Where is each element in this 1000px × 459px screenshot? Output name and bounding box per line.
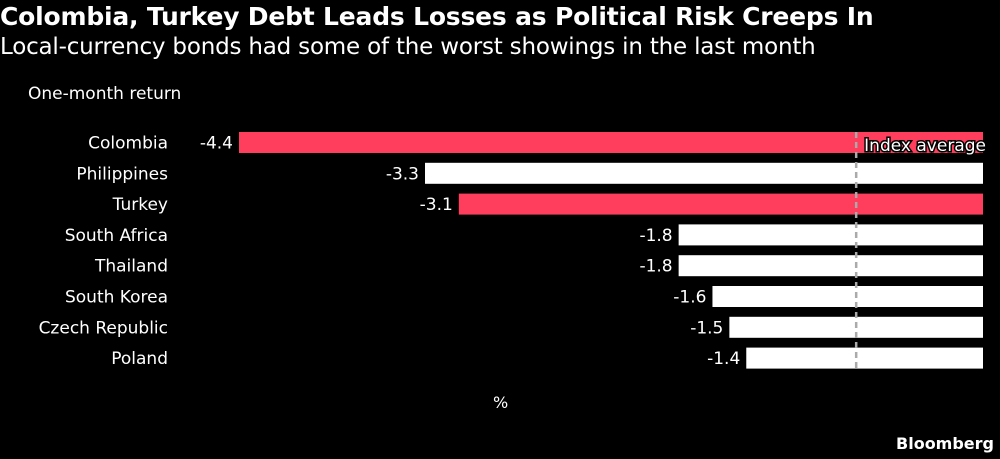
data-label: -4.4 xyxy=(200,134,233,154)
data-label: -1.8 xyxy=(639,257,672,277)
data-label: -3.1 xyxy=(420,195,453,215)
category-label: Turkey xyxy=(112,195,168,215)
data-label: -1.6 xyxy=(673,288,706,308)
chart-title: Colombia, Turkey Debt Leads Losses as Po… xyxy=(0,2,874,31)
bar xyxy=(678,224,983,246)
category-label: Czech Republic xyxy=(39,318,168,338)
chart-subtitle: Local-currency bonds had some of the wor… xyxy=(0,34,816,60)
bar xyxy=(678,255,983,277)
category-label: Thailand xyxy=(94,257,168,277)
source-label: Bloomberg xyxy=(896,434,994,453)
y-axis-label: One-month return xyxy=(28,84,182,104)
category-label: South Africa xyxy=(65,226,168,246)
category-label: South Korea xyxy=(65,288,168,308)
x-axis-unit-label: % xyxy=(493,393,509,412)
data-label: -1.8 xyxy=(639,226,672,246)
bar xyxy=(239,132,983,153)
data-label: -1.5 xyxy=(690,318,723,338)
bar xyxy=(712,286,983,307)
category-label: Philippines xyxy=(76,164,168,184)
bar xyxy=(746,347,983,369)
category-label: Poland xyxy=(111,349,168,369)
index-average-label: Index average xyxy=(864,136,986,156)
category-label: Colombia xyxy=(88,134,168,154)
bar xyxy=(458,193,983,215)
data-label: -1.4 xyxy=(707,349,740,369)
bar xyxy=(425,162,983,184)
data-label: -3.3 xyxy=(386,164,419,184)
